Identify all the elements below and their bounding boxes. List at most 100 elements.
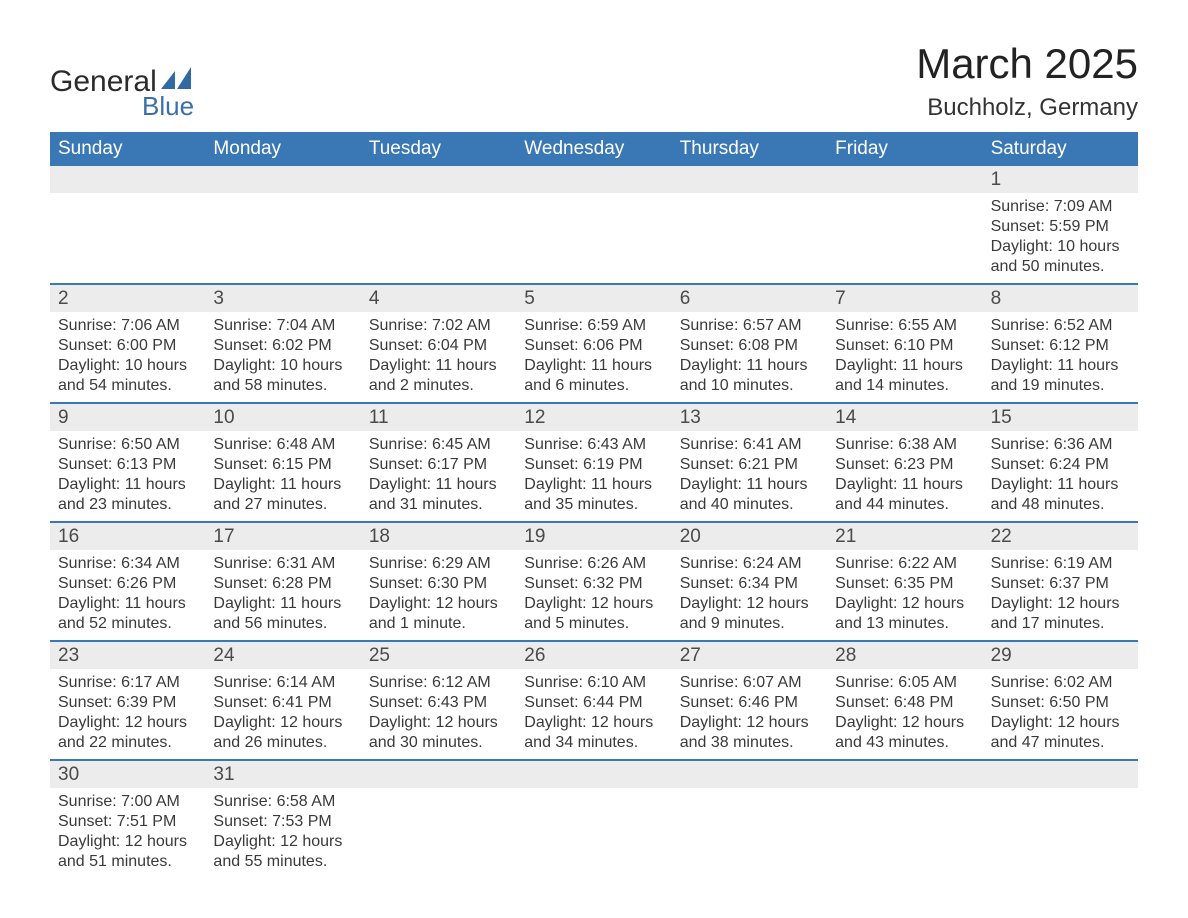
sunset-text: Sunset: 6:19 PM bbox=[524, 455, 663, 475]
day-cell: Sunrise: 6:38 AMSunset: 6:23 PMDaylight:… bbox=[827, 431, 982, 521]
brand-word2: Blue bbox=[142, 91, 194, 122]
day-cell bbox=[516, 193, 671, 283]
day-number bbox=[983, 761, 1138, 788]
brand-word1: General bbox=[50, 65, 157, 99]
sunset-text: Sunset: 6:48 PM bbox=[835, 693, 974, 713]
daynum-strip: 1 bbox=[50, 166, 1138, 193]
day-number: 25 bbox=[361, 642, 516, 669]
day-number: 9 bbox=[50, 404, 205, 431]
sunset-text: Sunset: 6:00 PM bbox=[58, 336, 197, 356]
day-cell: Sunrise: 6:57 AMSunset: 6:08 PMDaylight:… bbox=[672, 312, 827, 402]
daylight-text: Daylight: 11 hours and 35 minutes. bbox=[524, 475, 663, 515]
sunrise-text: Sunrise: 7:00 AM bbox=[58, 792, 197, 812]
sunrise-text: Sunrise: 6:19 AM bbox=[991, 554, 1130, 574]
month-title: March 2025 bbox=[916, 40, 1138, 88]
day-cell bbox=[205, 193, 360, 283]
day-number bbox=[361, 166, 516, 193]
sunset-text: Sunset: 6:46 PM bbox=[680, 693, 819, 713]
day-number: 31 bbox=[205, 761, 360, 788]
sunrise-text: Sunrise: 6:41 AM bbox=[680, 435, 819, 455]
daynum-strip: 9101112131415 bbox=[50, 404, 1138, 431]
sunset-text: Sunset: 6:06 PM bbox=[524, 336, 663, 356]
sunset-text: Sunset: 6:35 PM bbox=[835, 574, 974, 594]
day-number bbox=[672, 761, 827, 788]
sunrise-text: Sunrise: 6:36 AM bbox=[991, 435, 1130, 455]
weekday-header-cell: Monday bbox=[205, 132, 360, 166]
sunset-text: Sunset: 6:30 PM bbox=[369, 574, 508, 594]
day-cell: Sunrise: 7:06 AMSunset: 6:00 PMDaylight:… bbox=[50, 312, 205, 402]
daylight-text: Daylight: 12 hours and 9 minutes. bbox=[680, 594, 819, 634]
sunrise-text: Sunrise: 6:07 AM bbox=[680, 673, 819, 693]
day-number bbox=[672, 166, 827, 193]
day-number: 26 bbox=[516, 642, 671, 669]
sunset-text: Sunset: 6:17 PM bbox=[369, 455, 508, 475]
daylight-text: Daylight: 11 hours and 48 minutes. bbox=[991, 475, 1130, 515]
weekday-header-cell: Tuesday bbox=[361, 132, 516, 166]
sunrise-text: Sunrise: 7:06 AM bbox=[58, 316, 197, 336]
week-row: 16171819202122Sunrise: 6:34 AMSunset: 6:… bbox=[50, 521, 1138, 640]
day-cell: Sunrise: 6:59 AMSunset: 6:06 PMDaylight:… bbox=[516, 312, 671, 402]
daylight-text: Daylight: 11 hours and 56 minutes. bbox=[213, 594, 352, 634]
daylight-text: Daylight: 11 hours and 23 minutes. bbox=[58, 475, 197, 515]
sunset-text: Sunset: 6:12 PM bbox=[991, 336, 1130, 356]
daylight-text: Daylight: 11 hours and 19 minutes. bbox=[991, 356, 1130, 396]
day-cell: Sunrise: 6:19 AMSunset: 6:37 PMDaylight:… bbox=[983, 550, 1138, 640]
day-number: 6 bbox=[672, 285, 827, 312]
day-cell: Sunrise: 6:12 AMSunset: 6:43 PMDaylight:… bbox=[361, 669, 516, 759]
sunrise-text: Sunrise: 7:02 AM bbox=[369, 316, 508, 336]
week-row: 1Sunrise: 7:09 AMSunset: 5:59 PMDaylight… bbox=[50, 166, 1138, 283]
weekday-header-cell: Friday bbox=[827, 132, 982, 166]
day-cell: Sunrise: 7:09 AMSunset: 5:59 PMDaylight:… bbox=[983, 193, 1138, 283]
day-number: 15 bbox=[983, 404, 1138, 431]
day-number: 13 bbox=[672, 404, 827, 431]
sunrise-text: Sunrise: 6:43 AM bbox=[524, 435, 663, 455]
weeks-container: 1Sunrise: 7:09 AMSunset: 5:59 PMDaylight… bbox=[50, 166, 1138, 878]
sunset-text: Sunset: 6:41 PM bbox=[213, 693, 352, 713]
sunrise-text: Sunrise: 6:55 AM bbox=[835, 316, 974, 336]
sunrise-text: Sunrise: 6:29 AM bbox=[369, 554, 508, 574]
sunset-text: Sunset: 6:37 PM bbox=[991, 574, 1130, 594]
sunset-text: Sunset: 6:34 PM bbox=[680, 574, 819, 594]
day-cell: Sunrise: 7:00 AMSunset: 7:51 PMDaylight:… bbox=[50, 788, 205, 878]
day-number: 21 bbox=[827, 523, 982, 550]
day-number: 2 bbox=[50, 285, 205, 312]
day-cell: Sunrise: 6:24 AMSunset: 6:34 PMDaylight:… bbox=[672, 550, 827, 640]
day-cell bbox=[361, 193, 516, 283]
sunset-text: Sunset: 6:15 PM bbox=[213, 455, 352, 475]
sunrise-text: Sunrise: 6:52 AM bbox=[991, 316, 1130, 336]
calendar: Sunday Monday Tuesday Wednesday Thursday… bbox=[50, 132, 1138, 878]
sunrise-text: Sunrise: 6:12 AM bbox=[369, 673, 508, 693]
sunset-text: Sunset: 6:08 PM bbox=[680, 336, 819, 356]
daydata-strip: Sunrise: 7:09 AMSunset: 5:59 PMDaylight:… bbox=[50, 193, 1138, 283]
day-number bbox=[50, 166, 205, 193]
daylight-text: Daylight: 11 hours and 2 minutes. bbox=[369, 356, 508, 396]
daynum-strip: 16171819202122 bbox=[50, 523, 1138, 550]
daydata-strip: Sunrise: 6:34 AMSunset: 6:26 PMDaylight:… bbox=[50, 550, 1138, 640]
sunset-text: Sunset: 6:50 PM bbox=[991, 693, 1130, 713]
sunrise-text: Sunrise: 6:48 AM bbox=[213, 435, 352, 455]
sunset-text: Sunset: 6:28 PM bbox=[213, 574, 352, 594]
day-cell: Sunrise: 6:17 AMSunset: 6:39 PMDaylight:… bbox=[50, 669, 205, 759]
daylight-text: Daylight: 12 hours and 51 minutes. bbox=[58, 832, 197, 872]
day-number bbox=[205, 166, 360, 193]
header-row: General Blue March 2025 Buchholz, German… bbox=[50, 40, 1138, 122]
day-number: 12 bbox=[516, 404, 671, 431]
day-cell: Sunrise: 6:26 AMSunset: 6:32 PMDaylight:… bbox=[516, 550, 671, 640]
daynum-strip: 3031 bbox=[50, 761, 1138, 788]
sunrise-text: Sunrise: 6:17 AM bbox=[58, 673, 197, 693]
daylight-text: Daylight: 11 hours and 52 minutes. bbox=[58, 594, 197, 634]
sunset-text: Sunset: 6:04 PM bbox=[369, 336, 508, 356]
sunrise-text: Sunrise: 6:22 AM bbox=[835, 554, 974, 574]
day-number: 11 bbox=[361, 404, 516, 431]
sunrise-text: Sunrise: 6:24 AM bbox=[680, 554, 819, 574]
day-number: 27 bbox=[672, 642, 827, 669]
day-cell bbox=[50, 193, 205, 283]
sunset-text: Sunset: 7:51 PM bbox=[58, 812, 197, 832]
week-row: 23242526272829Sunrise: 6:17 AMSunset: 6:… bbox=[50, 640, 1138, 759]
weekday-header-cell: Thursday bbox=[672, 132, 827, 166]
daylight-text: Daylight: 12 hours and 43 minutes. bbox=[835, 713, 974, 753]
sunrise-text: Sunrise: 6:45 AM bbox=[369, 435, 508, 455]
daylight-text: Daylight: 12 hours and 22 minutes. bbox=[58, 713, 197, 753]
sunrise-text: Sunrise: 6:10 AM bbox=[524, 673, 663, 693]
day-cell bbox=[361, 788, 516, 878]
